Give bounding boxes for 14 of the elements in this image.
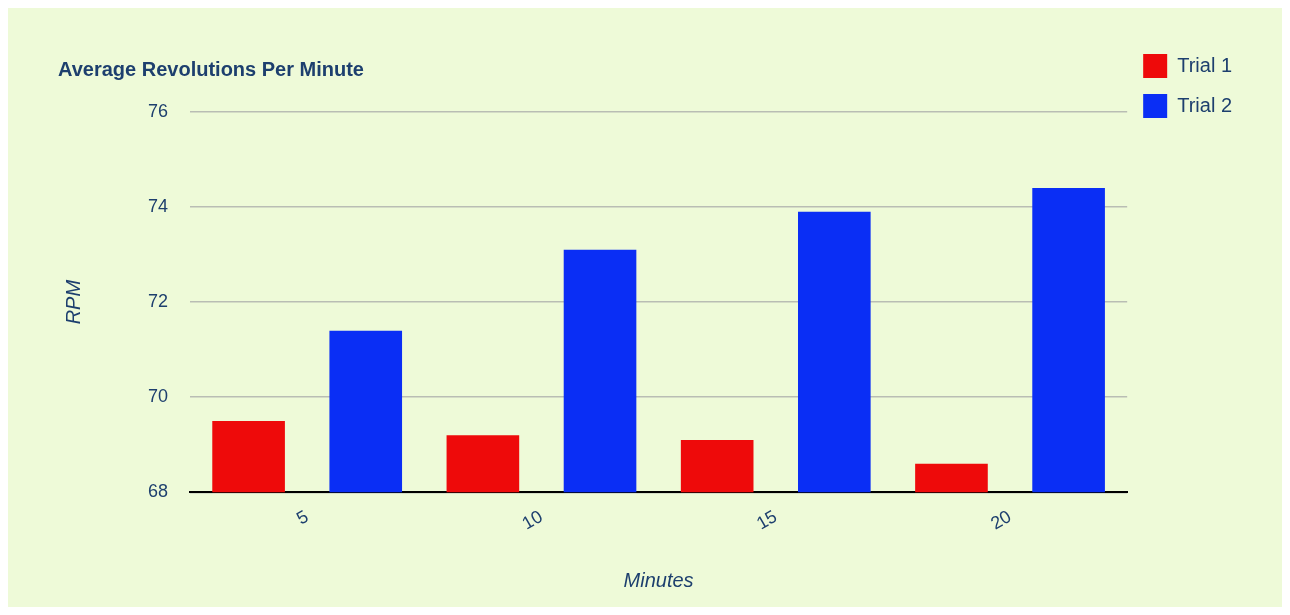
y-tick-label: 74 [147,196,169,217]
y-tick-label: 68 [147,481,169,502]
x-axis-title: Minutes [623,568,694,591]
x-tick-label: 15 [752,506,781,534]
x-tick-label: 5 [292,506,312,529]
x-tick-label: 10 [518,506,546,534]
legend-label: Trial 2 [1177,93,1232,116]
y-axis-title: RPM [61,279,84,325]
y-tick-label: 72 [147,291,169,312]
y-tick-label: 76 [147,100,169,121]
y-tick-label: 70 [147,386,169,407]
chart-title: Average Revolutions Per Minute [58,57,364,80]
legend-label: Trial 1 [1177,53,1232,76]
x-tick-label: 20 [987,506,1015,534]
